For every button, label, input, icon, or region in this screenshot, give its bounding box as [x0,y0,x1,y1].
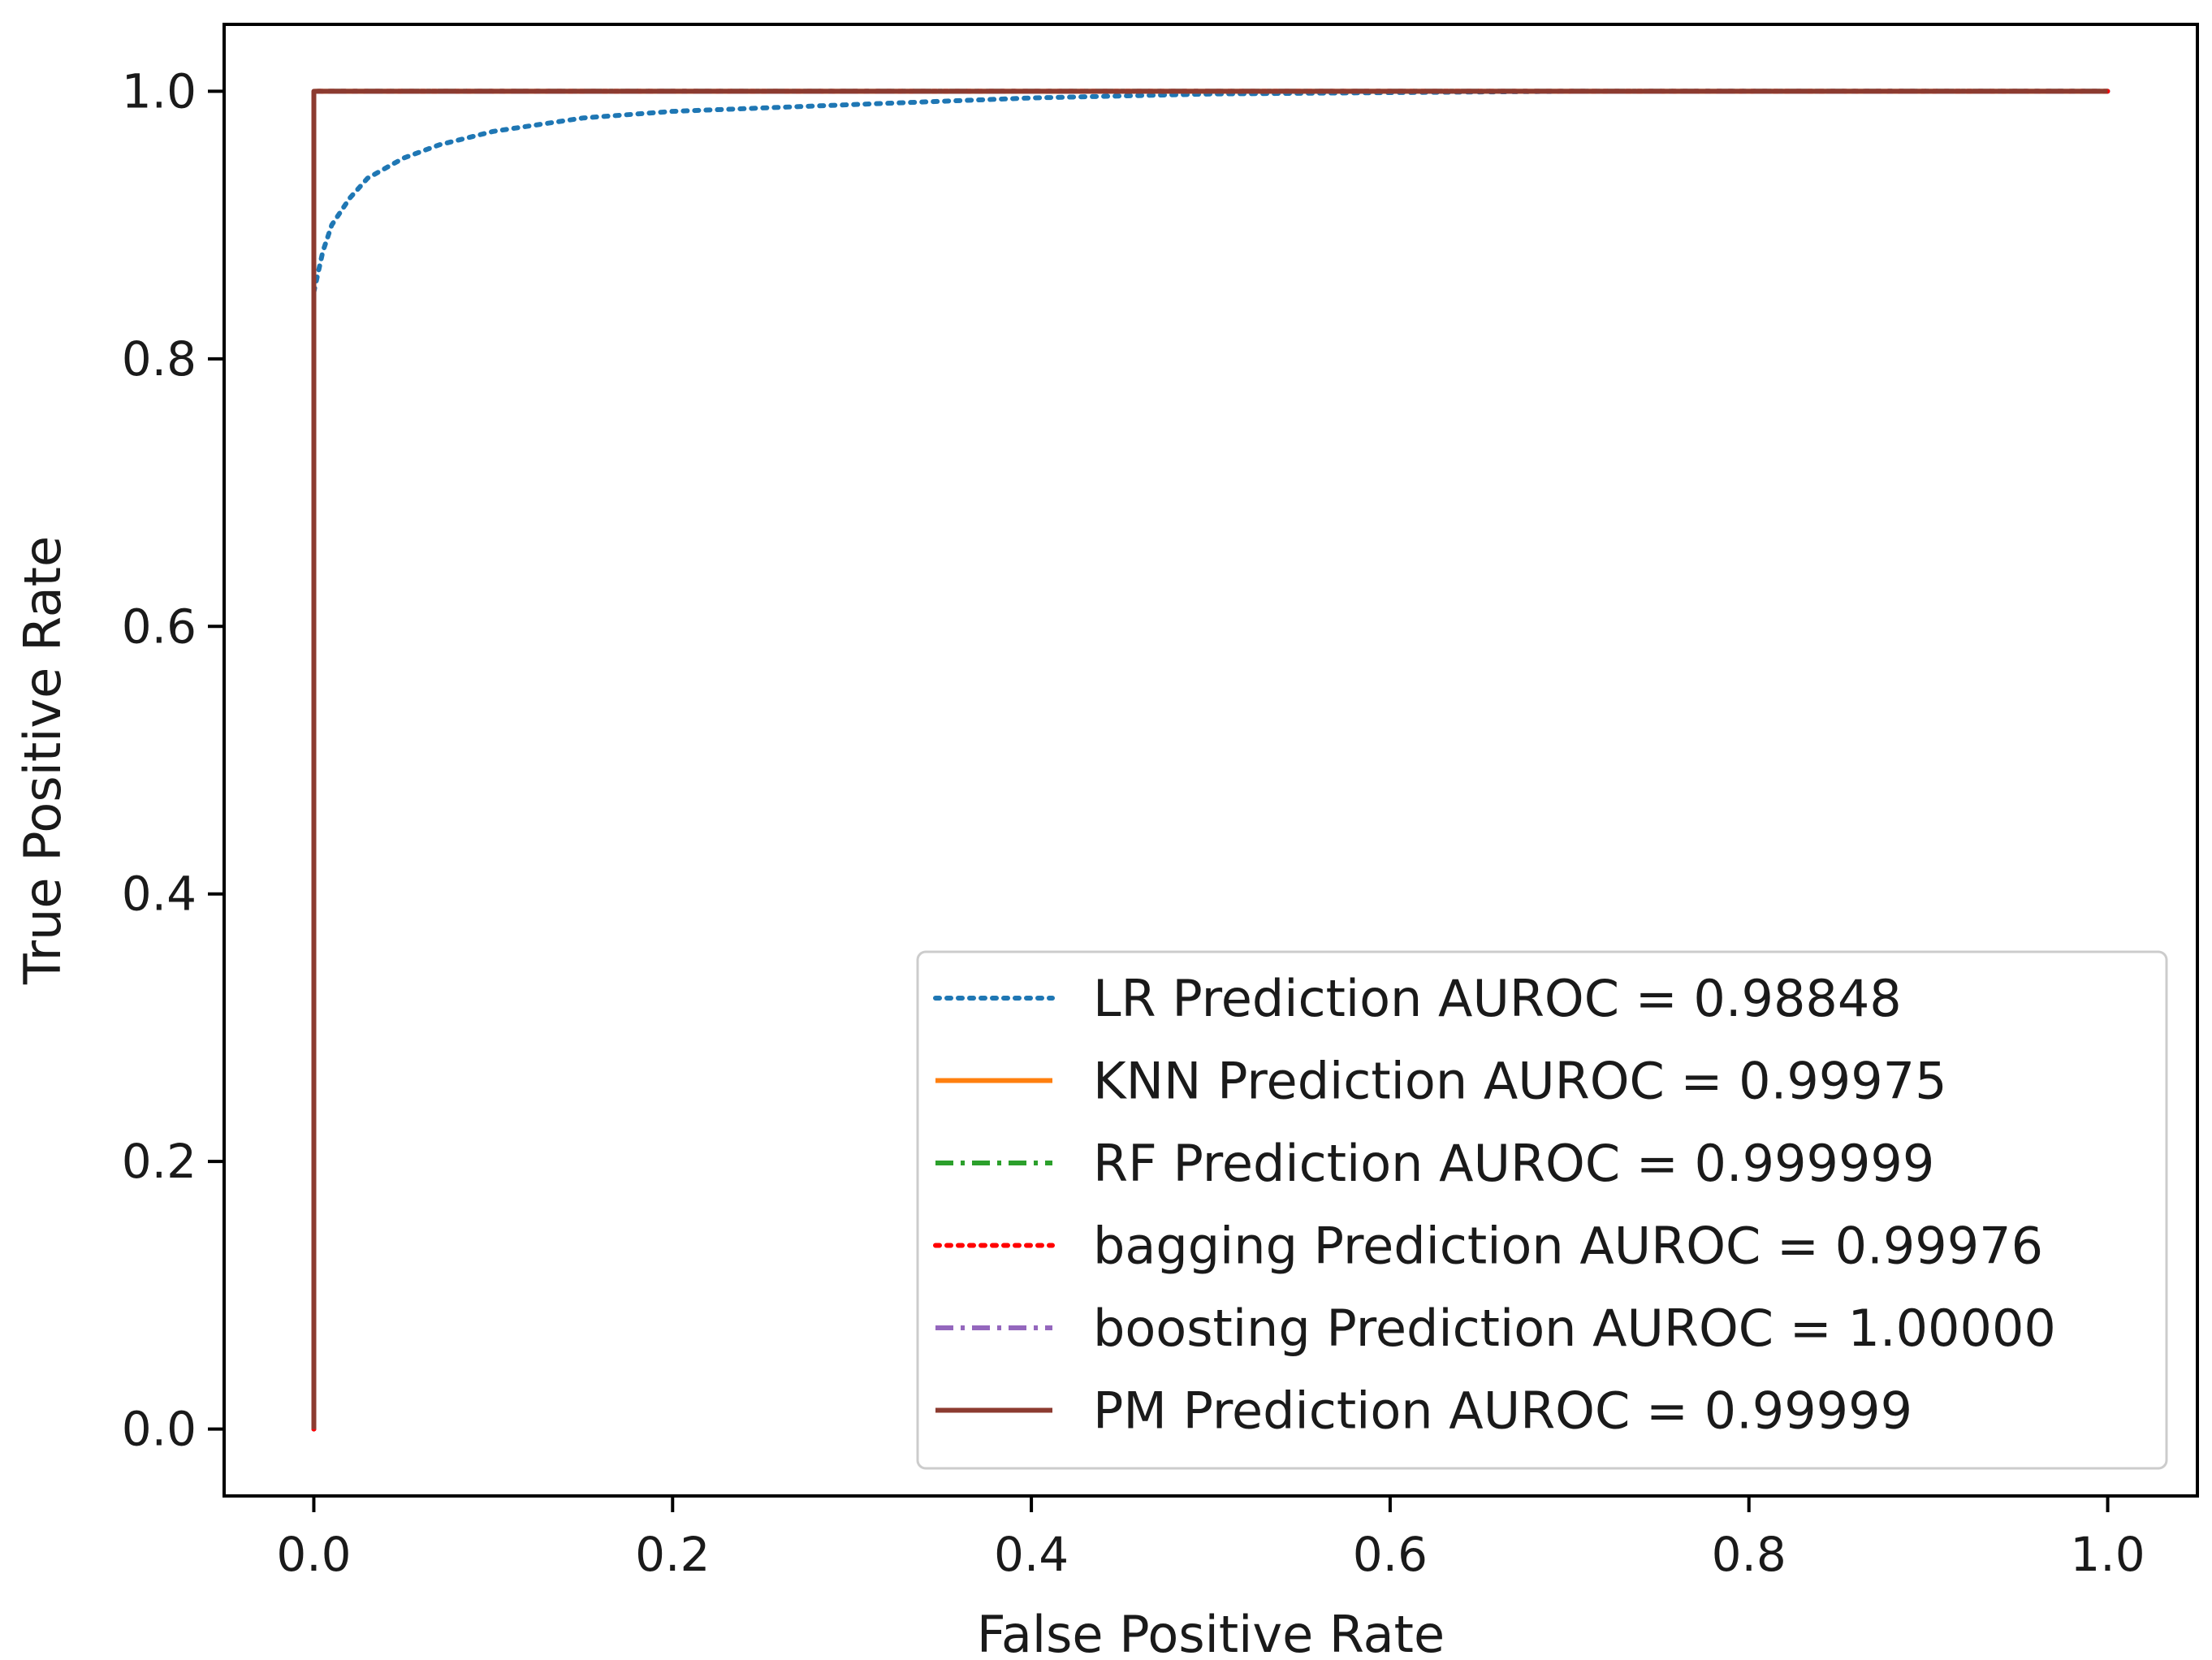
y-tick-label: 0.2 [122,1134,197,1189]
legend-box [916,950,2168,1470]
legend-label-6: PM Prediction AUROC = 0.99999 [1093,1381,1912,1441]
y-axis-ticks: 0.0 0.2 0.4 0.6 0.8 1.0 [122,63,224,1457]
x-axis-label: False Positive Rate [977,1605,1445,1660]
legend-label-1: LR Prediction AUROC = 0.98848 [1093,969,1902,1028]
y-axis-label: True Positive Rate [13,536,72,985]
legend-label-5: boosting Prediction AUROC = 1.00000 [1093,1299,2056,1358]
legend-label-3: RF Prediction AUROC = 0.999999 [1093,1134,1934,1193]
x-tick-label: 0.4 [994,1527,1069,1582]
x-tick-label: 0.2 [635,1527,710,1582]
y-tick-label: 0.4 [122,867,197,922]
x-tick-label: 0.6 [1353,1527,1428,1582]
x-tick-label: 0.8 [1712,1527,1786,1582]
legend-label-2: KNN Prediction AUROC = 0.99975 [1093,1052,1947,1111]
x-tick-label: 1.0 [2070,1527,2145,1582]
y-tick-label: 0.6 [122,599,197,654]
legend: LR Prediction AUROC = 0.98848 KNN Predict… [916,950,2168,1470]
x-axis-ticks: 0.0 0.2 0.4 0.6 0.8 1.0 [276,1496,2145,1582]
y-tick-label: 1.0 [122,63,197,119]
series-line-6 [311,89,2108,1429]
axes-frame [222,23,2199,1498]
x-tick-label: 0.0 [276,1527,351,1582]
y-tick-label: 0.0 [122,1402,197,1457]
legend-label-4: bagging Prediction AUROC = 0.99976 [1093,1217,2043,1276]
plot-area [311,89,2110,1432]
y-tick-label: 0.8 [122,331,197,387]
